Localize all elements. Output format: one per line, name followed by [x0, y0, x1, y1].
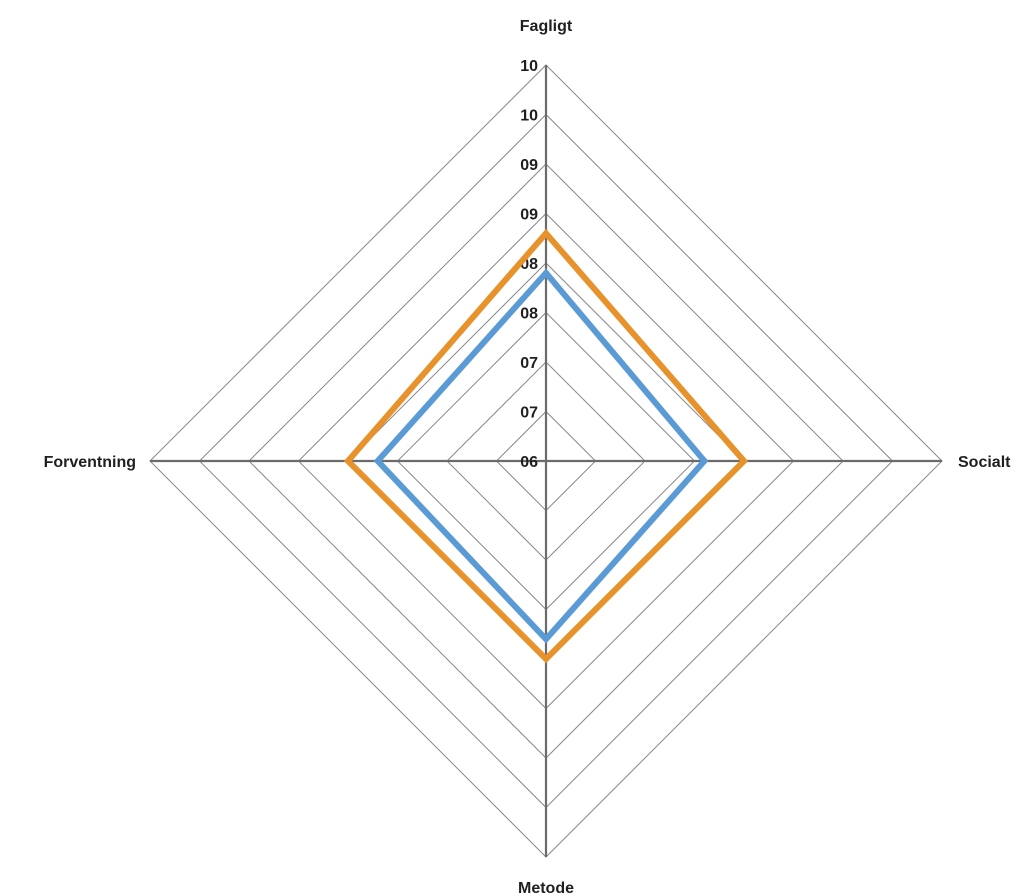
- tick-label: 09: [520, 207, 538, 224]
- tick-label: 07: [520, 405, 538, 422]
- tick-label: 07: [520, 355, 538, 372]
- axis-label-forventning: Forventning: [44, 454, 136, 471]
- tick-label: 10: [520, 108, 538, 125]
- tick-label: 10: [520, 58, 538, 75]
- axis-label-fagligt: Fagligt: [520, 18, 573, 35]
- tick-label: 08: [520, 306, 538, 323]
- radar-series: [343, 228, 749, 664]
- tick-label: 06: [520, 454, 538, 471]
- radar-axes: [150, 65, 942, 857]
- axis-label-socialt: Socialt: [958, 454, 1011, 471]
- series-line-2: [373, 268, 709, 644]
- tick-label: 09: [520, 157, 538, 174]
- axis-label-metode: Metode: [518, 880, 574, 896]
- radar-axis-labels: Fagligt Socialt Metode Forventning: [44, 18, 1012, 896]
- series-line-1: [343, 228, 749, 664]
